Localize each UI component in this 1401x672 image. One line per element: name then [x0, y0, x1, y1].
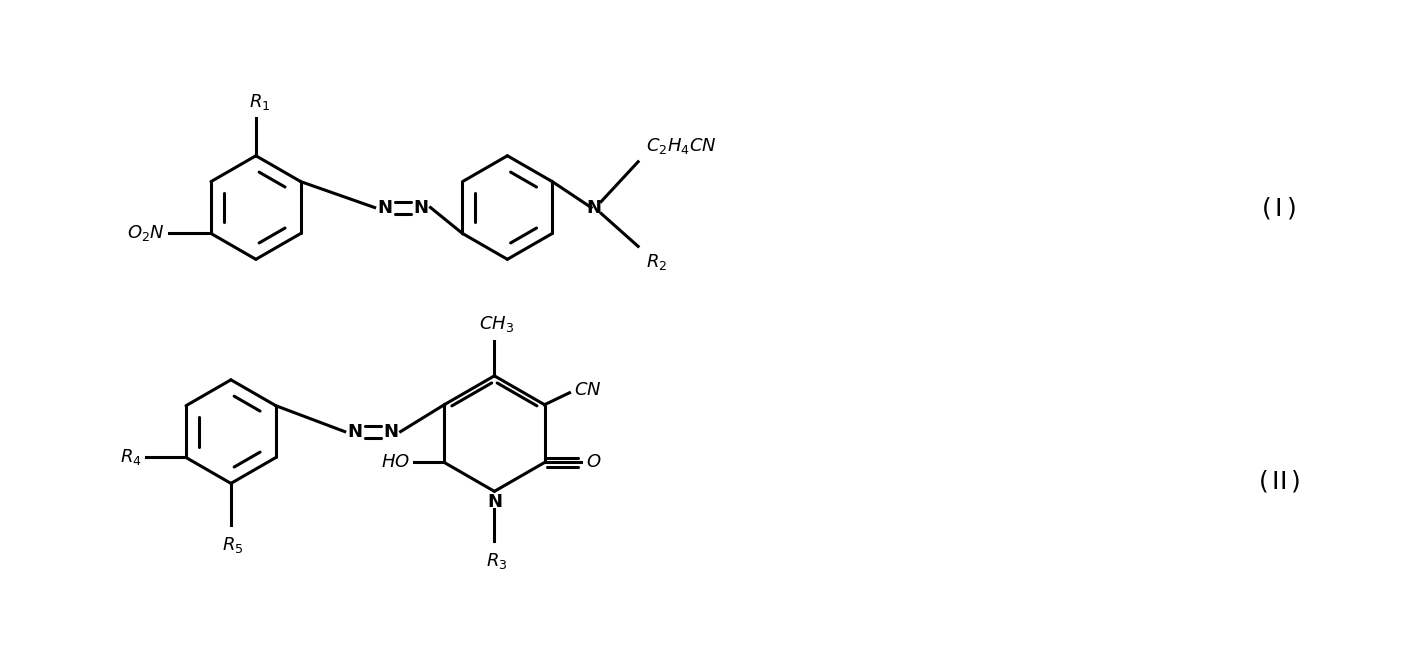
Text: $HO$: $HO$: [381, 454, 410, 472]
Text: N: N: [413, 198, 429, 216]
Text: $R_3$: $R_3$: [486, 551, 507, 571]
Text: $R_1$: $R_1$: [249, 92, 270, 112]
Text: $R_4$: $R_4$: [120, 448, 142, 468]
Text: N: N: [488, 493, 502, 511]
Text: $CN$: $CN$: [574, 381, 602, 398]
Text: N: N: [377, 198, 392, 216]
Text: N: N: [587, 198, 601, 216]
Text: N: N: [347, 423, 363, 441]
Text: N: N: [382, 423, 398, 441]
Text: $O_2N$: $O_2N$: [127, 223, 165, 243]
Text: $O$: $O$: [587, 454, 602, 472]
Text: $CH_3$: $CH_3$: [479, 314, 514, 334]
Text: $(\,\mathrm{II}\,)$: $(\,\mathrm{II}\,)$: [1258, 468, 1300, 495]
Text: $(\,\mathrm{I}\,)$: $(\,\mathrm{I}\,)$: [1261, 194, 1296, 220]
Text: $C_2H_4CN$: $C_2H_4CN$: [646, 136, 717, 156]
Text: $R_2$: $R_2$: [646, 253, 667, 272]
Text: $R_5$: $R_5$: [223, 535, 244, 555]
